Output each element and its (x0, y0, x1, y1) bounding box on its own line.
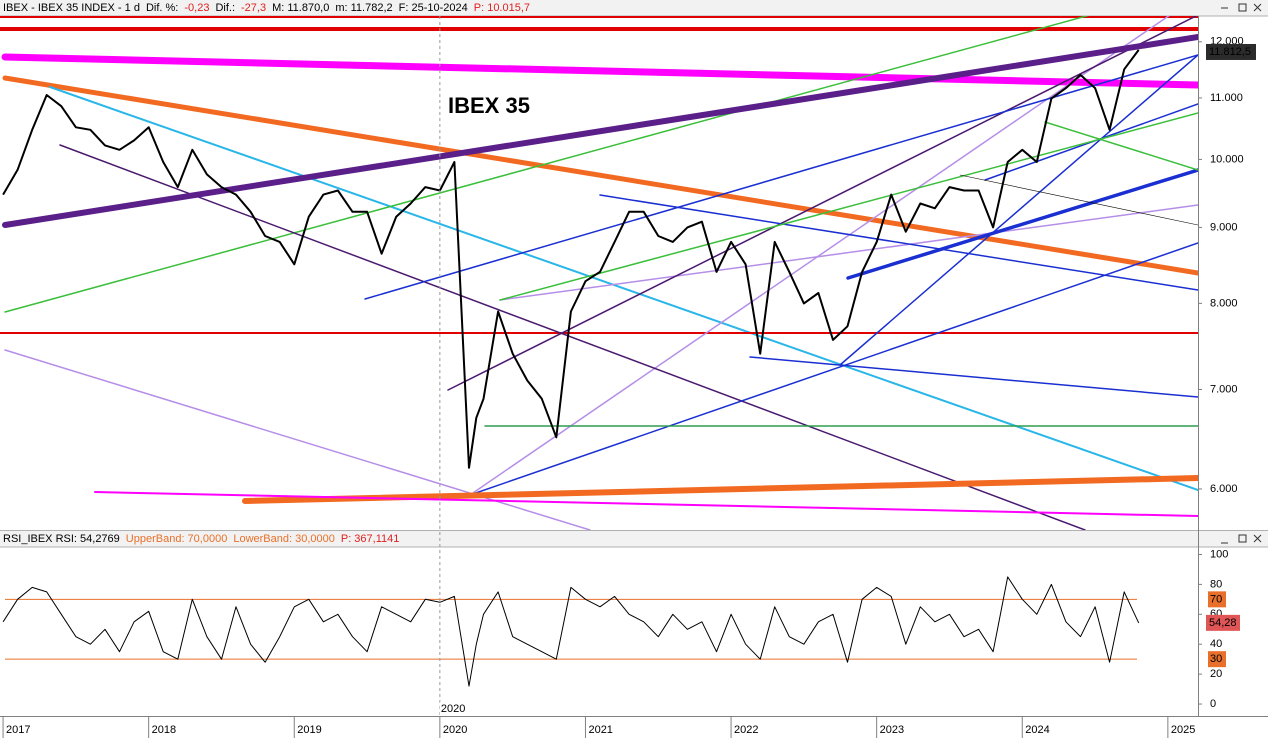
header-field: RSI_IBEX RSI: 54,2769 (3, 533, 120, 545)
last-value-label: 54,28 (1209, 617, 1237, 629)
y-tick-label: 11.000 (1210, 92, 1243, 104)
chart-title: IBEX 35 (448, 93, 530, 118)
x-tick-label: 2025 (1171, 724, 1195, 736)
trend-line (959, 174, 1198, 226)
header-field: Dif. %: (146, 2, 178, 14)
maximize-button[interactable] (1238, 3, 1247, 12)
trend-line (4, 16, 1090, 313)
maximize-button[interactable] (1238, 534, 1247, 543)
header-field: IBEX - IBEX 35 INDEX - 1 d (3, 2, 140, 14)
band-label-box (1208, 591, 1226, 608)
header-field: UpperBand: 70,0000 (126, 533, 228, 545)
close-button[interactable] (1253, 3, 1262, 12)
window-controls[interactable] (1221, 3, 1262, 544)
y-tick-label: 10.000 (1210, 153, 1244, 165)
trend-line (1, 53, 1198, 89)
trend-line (94, 491, 1198, 517)
y-tick-label: 9.000 (1210, 221, 1238, 233)
x-tick-label: 2024 (1025, 724, 1049, 736)
trend-line (469, 242, 1198, 496)
header-field: LowerBand: 30,0000 (233, 533, 335, 545)
header-field: m: 11.782,2 (335, 2, 392, 14)
y-tick-label: 7.000 (1210, 383, 1238, 395)
trend-line (499, 112, 1198, 301)
header-field: M: 11.870,0 (272, 2, 329, 14)
trend-line (749, 356, 1198, 398)
panel-header: RSI_IBEX RSI: 54,2769 UpperBand: 70,0000 L… (3, 533, 399, 545)
x-tick-label: 2021 (588, 724, 612, 736)
trend-line (499, 204, 1198, 301)
y-tick-label: 8.000 (1210, 297, 1238, 309)
x-tick-label: 2022 (734, 724, 758, 736)
trend-line (59, 144, 1086, 530)
rsi-header-bar (0, 531, 1268, 547)
trend-line (49, 86, 1198, 491)
trend-line (599, 194, 1198, 291)
x-tick-label: 2018 (152, 724, 176, 736)
last-value-box (1206, 43, 1256, 60)
price-line (2, 576, 1140, 687)
trend-line (839, 54, 1198, 366)
y-tick-label: 40 (1210, 638, 1222, 650)
last-value-box (1206, 614, 1240, 631)
band-label-box (1208, 651, 1226, 668)
x-tick-label: 2017 (6, 724, 30, 736)
trend-line (364, 54, 1198, 300)
trend-line (1044, 121, 1198, 171)
trend-lines (0, 16, 1198, 530)
close-button[interactable] (1253, 534, 1262, 543)
band-label: 70 (1210, 593, 1222, 605)
cursor-label-box (439, 702, 466, 716)
header-field: P: 367,1141 (341, 533, 400, 545)
header-field: P: 10.015,7 (474, 2, 530, 14)
trend-line (447, 16, 1198, 391)
x-tick-label: 2019 (297, 724, 321, 736)
last-value-label: 11.812,5 (1209, 46, 1251, 58)
header-field: -27,3 (241, 2, 266, 14)
trend-line (242, 475, 1198, 504)
cursor-label: 2020 (441, 703, 465, 715)
band-label: 30 (1210, 653, 1222, 665)
panel-header: IBEX - IBEX 35 INDEX - 1 d Dif. %: -0,23 Di… (3, 2, 530, 14)
price-header-bar (0, 0, 1268, 16)
x-tick-label: 2023 (880, 724, 904, 736)
y-tick-label: 0 (1210, 698, 1216, 710)
price-line (2, 49, 1140, 469)
x-tick-label: 2020 (443, 724, 467, 736)
header-field: Dif.: (215, 2, 235, 14)
trend-line (846, 168, 1198, 280)
y-tick-label: 20 (1210, 668, 1222, 680)
trend-line (469, 16, 1170, 496)
header-field: F: 25-10-2024 (399, 2, 468, 14)
trend-line (4, 349, 591, 530)
y-tick-label: 80 (1210, 578, 1222, 590)
trend-line (2, 75, 1198, 276)
y-tick-label: 6.000 (1210, 483, 1238, 495)
trend-line (2, 34, 1198, 228)
y-tick-label: 100 (1210, 548, 1228, 560)
header-field: -0,23 (184, 2, 209, 14)
